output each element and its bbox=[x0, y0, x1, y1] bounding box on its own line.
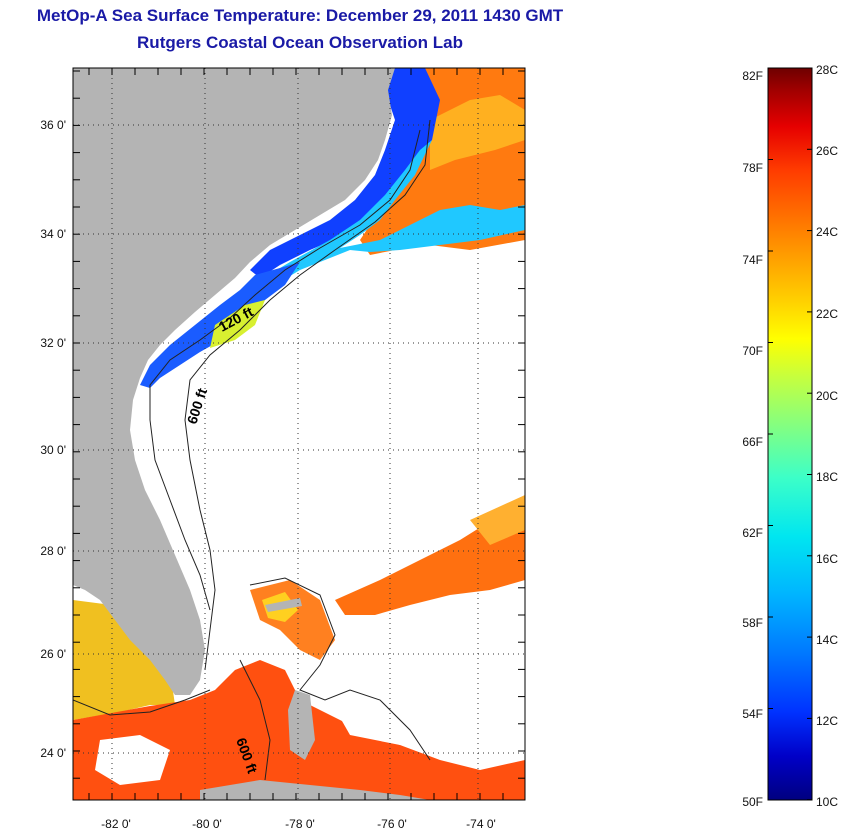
lon-tick-label: -80 0' bbox=[192, 817, 222, 831]
colorbar-c-label: 20C bbox=[816, 389, 838, 403]
lat-tick-label: 24 0' bbox=[40, 746, 66, 760]
cloud-patch bbox=[330, 695, 420, 745]
graticule bbox=[73, 68, 525, 800]
sst-warm-shelf-south bbox=[210, 300, 265, 348]
contour-bahamas bbox=[249, 577, 431, 761]
lat-tick-labels: 36 0' 34 0' 32 0' 30 0' 28 0' 26 0' 24 0… bbox=[40, 118, 66, 760]
colorbar-f-label: 70F bbox=[742, 344, 763, 358]
colorbar-c-label: 22C bbox=[816, 307, 838, 321]
colorbar-ticks bbox=[768, 67, 812, 801]
colorbar-f-label: 82F bbox=[742, 69, 763, 83]
lon-tick-label: -82 0' bbox=[101, 817, 131, 831]
lon-tick-labels: -82 0' -80 0' -78 0' -76 0' -74 0' bbox=[101, 817, 496, 831]
contour-120ft bbox=[149, 129, 421, 611]
cloud-patch bbox=[95, 735, 170, 785]
sst-cold-shelf-north bbox=[250, 68, 440, 278]
sst-atlantic-warm-edge bbox=[470, 495, 525, 545]
colorbar-c-label: 14C bbox=[816, 633, 838, 647]
frame-ticks bbox=[73, 68, 525, 800]
colorbar-f-label: 74F bbox=[742, 253, 763, 267]
colorbar-f-label: 54F bbox=[742, 707, 763, 721]
map-subtitle: Rutgers Coastal Ocean Observation Lab bbox=[137, 33, 463, 52]
sst-atlantic-warm-band bbox=[335, 500, 525, 615]
lon-tick-label: -74 0' bbox=[466, 817, 496, 831]
lat-tick-label: 32 0' bbox=[40, 336, 66, 350]
colorbar-scale bbox=[767, 67, 813, 801]
colorbar-f-label: 50F bbox=[742, 795, 763, 809]
colorbar-c-label: 16C bbox=[816, 552, 838, 566]
lat-tick-label: 26 0' bbox=[40, 647, 66, 661]
map-frame bbox=[72, 67, 526, 801]
sst-gulf-stream-edge bbox=[430, 95, 525, 170]
colorbar-c-label: 10C bbox=[816, 795, 838, 809]
map-content bbox=[73, 68, 525, 800]
colorbar-c-label: 28C bbox=[816, 63, 838, 77]
colorbar: 82F 78F 74F 70F 66F 62F 58F 54F 50F 28C … bbox=[742, 63, 838, 809]
colorbar-f-label: 66F bbox=[742, 435, 763, 449]
colorbar-c-label: 24C bbox=[816, 225, 838, 239]
lat-tick-label: 36 0' bbox=[40, 118, 66, 132]
lat-tick-label: 30 0' bbox=[40, 443, 66, 457]
colorbar-c-label: 12C bbox=[816, 714, 838, 728]
lat-tick-label: 34 0' bbox=[40, 227, 66, 241]
lat-tick-label: 28 0' bbox=[40, 544, 66, 558]
lon-tick-label: -76 0' bbox=[377, 817, 407, 831]
colorbar-f-label: 58F bbox=[742, 616, 763, 630]
land-cuba bbox=[200, 780, 430, 800]
lon-tick-label: -78 0' bbox=[285, 817, 315, 831]
colorbar-f-label: 78F bbox=[742, 161, 763, 175]
contour-600ft-south bbox=[73, 659, 271, 781]
map-title: MetOp-A Sea Surface Temperature: Decembe… bbox=[36, 6, 564, 25]
colorbar-c-labels: 28C 26C 24C 22C 20C 18C 16C 14C 12C 10C bbox=[816, 63, 838, 809]
land-andros bbox=[288, 690, 315, 760]
colorbar-f-label: 62F bbox=[742, 526, 763, 540]
sst-cool-band-north bbox=[260, 140, 525, 285]
land-mass-usa bbox=[73, 68, 395, 695]
contour-600ft bbox=[184, 119, 431, 671]
colorbar-f-labels: 82F 78F 74F 70F 66F 62F 58F 54F 50F bbox=[742, 69, 763, 809]
land-grand-bahama bbox=[265, 598, 302, 612]
colorbar-c-label: 18C bbox=[816, 470, 838, 484]
colorbar-c-label: 26C bbox=[816, 144, 838, 158]
